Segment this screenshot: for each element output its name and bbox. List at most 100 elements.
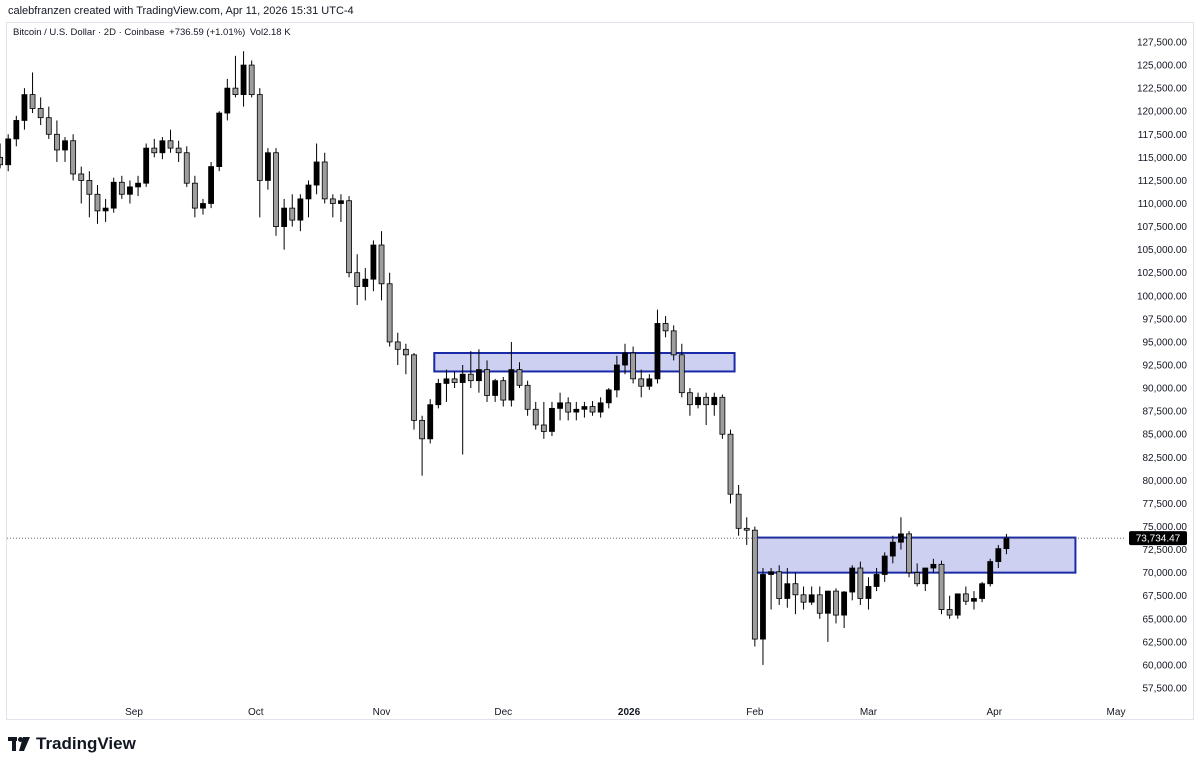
x-tick-label: Apr <box>986 707 1002 718</box>
candle-body <box>118 181 125 195</box>
candle-down <box>70 134 77 181</box>
candle-body <box>954 593 961 616</box>
y-tick-label: 110,000.00 <box>1138 199 1188 210</box>
candle-down <box>467 351 474 389</box>
candle-down <box>833 588 839 624</box>
candle-up <box>654 309 661 384</box>
price-axis[interactable]: 127,500.00 125,000.00 122,500.00 120,000.00… <box>1137 38 1187 695</box>
candle-body <box>524 384 531 410</box>
candle-body <box>329 198 336 204</box>
candle-up <box>622 343 628 375</box>
candle-body <box>654 323 661 380</box>
candle-body <box>29 94 36 109</box>
candle-up <box>297 194 304 232</box>
candle-body <box>102 207 109 212</box>
candle-down <box>54 120 60 162</box>
candle-up <box>492 378 499 402</box>
y-tick-label: 102,500.00 <box>1137 268 1187 279</box>
candle-body <box>808 594 815 603</box>
candle-body <box>857 567 864 599</box>
candle-body <box>865 586 872 599</box>
candle-down <box>386 272 393 347</box>
candle-down <box>175 140 182 162</box>
candle-body <box>1003 537 1010 550</box>
candle-body <box>873 574 880 587</box>
candle-body <box>191 182 198 209</box>
candle-body <box>695 396 701 406</box>
candle-body <box>54 133 60 151</box>
candle-body <box>135 182 141 188</box>
candle-body <box>703 396 710 406</box>
candle-up <box>841 591 848 629</box>
candle-body <box>5 138 12 166</box>
y-tick-label: 77,500.00 <box>1143 499 1188 510</box>
candle-body <box>914 572 921 585</box>
candle-down <box>743 517 750 545</box>
candle-body <box>711 396 718 406</box>
candle-down <box>703 392 710 425</box>
candle-down <box>86 171 93 218</box>
x-tick-label: Sep <box>125 707 143 718</box>
candle-down <box>256 88 263 218</box>
candle-down <box>800 586 807 610</box>
candle-body <box>370 244 377 280</box>
candle-down <box>419 415 426 476</box>
candle-body <box>719 396 726 435</box>
candle-up <box>597 397 604 418</box>
candle-body <box>62 140 68 151</box>
candle-body <box>94 193 101 212</box>
candle-body <box>484 369 490 396</box>
candle-down <box>938 560 945 615</box>
candle-body <box>248 64 255 96</box>
candle-down <box>0 143 3 169</box>
candle-up <box>971 591 977 610</box>
y-tick-label: 67,500.00 <box>1143 591 1188 602</box>
candle-body <box>979 583 985 599</box>
candle-body <box>175 147 182 154</box>
candle-up <box>370 240 377 292</box>
candle-body <box>687 392 693 406</box>
candle-down <box>191 175 198 218</box>
candle-up <box>305 180 312 218</box>
candle-body <box>419 419 426 440</box>
candle-down <box>346 196 352 278</box>
candle-up <box>695 392 701 409</box>
candle-body <box>938 563 945 610</box>
candle-body <box>670 330 677 356</box>
candle-body <box>435 383 442 406</box>
candle-body <box>451 378 458 383</box>
chart-attribution: calebfranzen created with TradingView.co… <box>8 5 354 17</box>
candle-body <box>792 583 799 596</box>
candle-body <box>216 112 223 167</box>
candle-down <box>678 343 685 398</box>
y-tick-label: 75,000.00 <box>1143 522 1188 533</box>
candle-body <box>427 404 434 440</box>
candle-body <box>459 373 466 383</box>
y-tick-label: 65,000.00 <box>1143 614 1188 625</box>
candle-down <box>687 388 693 416</box>
candle-body <box>962 593 969 602</box>
candle-down <box>183 146 190 187</box>
candle-up <box>313 143 320 195</box>
candle-body <box>167 140 174 149</box>
chart-frame <box>6 22 1194 720</box>
y-tick-label: 90,000.00 <box>1143 384 1188 395</box>
y-tick-label: 112,500.00 <box>1138 176 1188 187</box>
candle-up <box>865 577 872 610</box>
brand-name: TradingView <box>36 734 136 753</box>
candle-body <box>946 609 953 616</box>
tradingview-brand[interactable]: TradingView <box>8 734 136 754</box>
candle-body <box>768 571 774 575</box>
candle-body <box>898 533 904 543</box>
candle-down <box>857 561 864 605</box>
time-axis[interactable]: Sep Oct Nov Dec 2026 Feb Mar Apr May <box>125 707 1125 718</box>
candle-up <box>459 365 466 455</box>
candle-body <box>597 402 604 413</box>
candle-down <box>914 563 921 587</box>
candle-down <box>78 166 85 204</box>
candle-body <box>549 407 555 432</box>
candle-down <box>232 55 239 98</box>
last-price-marker: 73,734.47 <box>7 531 1187 546</box>
candle-body <box>995 548 1002 562</box>
